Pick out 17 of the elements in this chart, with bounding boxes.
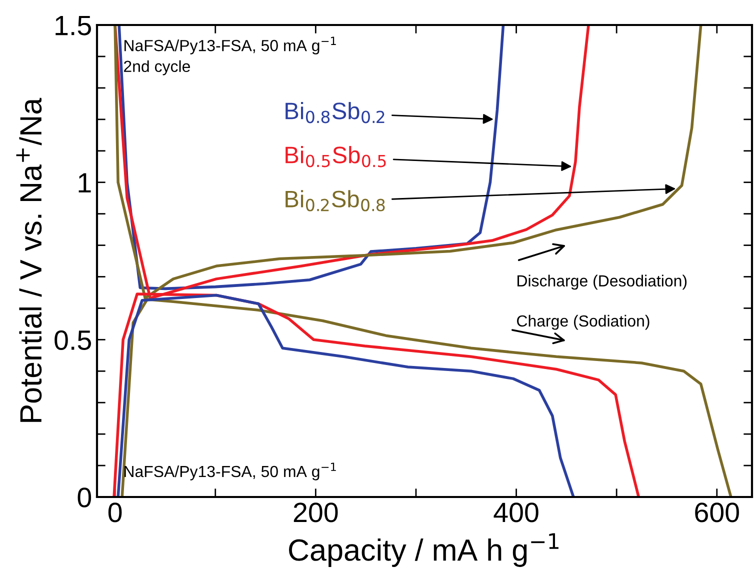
text: Bi$_{0.8}$Sb$_{0.2}$ <box>286 102 384 124</box>
annotation: Discharge (Desodiation) <box>518 274 687 290</box>
y-tick-label: 1 <box>78 173 91 192</box>
x-tick-label: 0 <box>108 502 122 522</box>
x-tick-label: 200 <box>294 502 338 522</box>
series-label: Bi$_{0.2}$Sb$_{0.8}$ <box>286 190 385 212</box>
y-tick-label: 1.5 <box>56 16 91 36</box>
y-tick-label: 0.5 <box>54 330 91 350</box>
text: Bi$_{0.5}$Sb$_{0.5}$ <box>286 146 386 168</box>
annotation: NaFSA/Py13-FSA, 50 mA g$^{−1}$ <box>124 462 336 480</box>
x-axis-title: Capacity / mA h g$^{−1}$ <box>289 533 558 567</box>
y-tick-label: 0 <box>78 488 92 508</box>
x-tick-label: 600 <box>695 502 739 522</box>
x-tick-label: 400 <box>494 502 538 522</box>
annotation: Charge (Sodiation) <box>517 314 650 330</box>
text: NaFSA/Py13-FSA, 50 mA g$^{−1}$ 2nd cycle <box>124 36 336 76</box>
y-axis-title: Potential / V vs. Na$^{+}$/Na <box>16 98 42 422</box>
